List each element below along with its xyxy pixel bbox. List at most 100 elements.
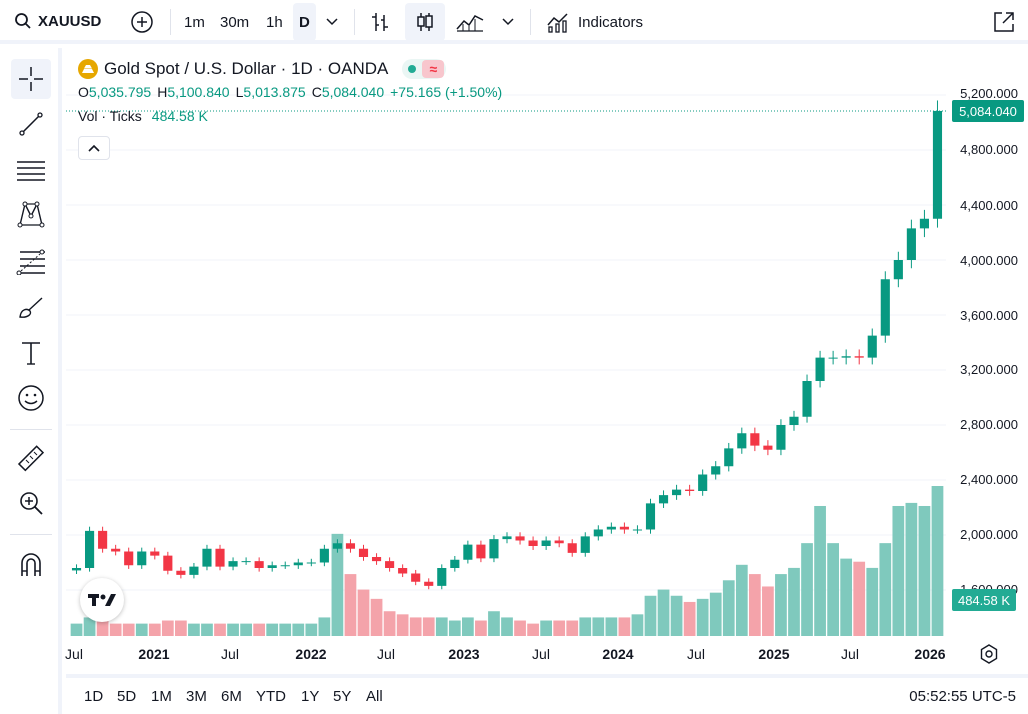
volume-bar: [788, 567, 800, 636]
time-label: Jul: [221, 646, 239, 662]
range-5d[interactable]: 5D: [117, 688, 137, 705]
range-1d[interactable]: 1D: [84, 688, 104, 705]
crosshair-tool[interactable]: [11, 59, 51, 99]
candle: [332, 543, 342, 549]
price-chart[interactable]: [66, 48, 1028, 640]
area-chart-type-button[interactable]: [450, 3, 490, 41]
range-1m[interactable]: 1M: [151, 688, 172, 705]
interval-dropdown-button[interactable]: [318, 3, 346, 41]
candle: [189, 566, 199, 575]
candle: [880, 279, 890, 336]
volume-bar: [644, 595, 657, 636]
candle: [398, 568, 408, 574]
volume-bar: [514, 620, 526, 636]
symbol-search-button[interactable]: XAUUSD: [8, 3, 107, 39]
brush-tool[interactable]: [11, 288, 51, 328]
time-label: 2026: [914, 646, 946, 662]
fib-tool[interactable]: [11, 242, 51, 282]
volume-badge: 484.58 K: [952, 589, 1016, 611]
pattern-tool[interactable]: [11, 194, 51, 234]
trend-line-tool[interactable]: [11, 104, 51, 144]
interval-1h[interactable]: 1h: [266, 13, 283, 31]
candle: [241, 561, 251, 563]
candles-chart-type-button[interactable]: [405, 3, 445, 41]
candle: [124, 551, 134, 566]
interval-30m[interactable]: 30m: [220, 13, 250, 31]
candle: [763, 445, 773, 450]
expand-icon: [994, 12, 1014, 32]
price-scale[interactable]: 5,200.000 4,800.000 4,400.000 4,000.000 …: [946, 48, 1028, 648]
volume-bar: [344, 574, 357, 636]
volume-bar: [566, 620, 579, 636]
indicators-icon: [547, 13, 568, 33]
high-value: 5,100.840: [167, 84, 230, 100]
emoji-tool[interactable]: [11, 378, 51, 418]
time-axis[interactable]: Jul 2021 Jul 2022 Jul 2023 Jul 2024 Jul …: [65, 640, 966, 668]
volume-bar: [409, 617, 422, 636]
chart-pane[interactable]: Gold Spot / U.S. Dollar · 1D · OANDA ≈ O…: [66, 48, 1028, 668]
range-3m[interactable]: 3M: [186, 688, 207, 705]
volume-bar: [696, 598, 709, 636]
time-label: 2023: [448, 646, 480, 662]
measure-tool[interactable]: [11, 439, 51, 479]
add-circle-icon: [131, 11, 153, 33]
candle: [476, 544, 486, 559]
horizontal-lines-tool[interactable]: [11, 150, 51, 190]
candle: [906, 228, 916, 260]
search-icon: [15, 13, 31, 29]
price-label: 4,400.000: [960, 198, 1018, 213]
range-ytd[interactable]: YTD: [256, 688, 286, 705]
interval-d[interactable]: D: [293, 3, 316, 41]
gold-bars-icon: [78, 59, 98, 79]
clock-timezone[interactable]: 05:52:55 UTC-5: [909, 688, 1016, 705]
time-label: 2021: [138, 646, 170, 662]
fullscreen-button[interactable]: [986, 3, 1022, 41]
zoom-in-tool[interactable]: [11, 483, 51, 523]
candle: [789, 416, 799, 425]
range-6m[interactable]: 6M: [221, 688, 242, 705]
candle: [919, 218, 929, 229]
indicators-button[interactable]: Indicators: [538, 3, 651, 41]
text-tool[interactable]: [11, 333, 51, 373]
range-5y[interactable]: 5Y: [333, 688, 352, 705]
volume-bar: [709, 592, 722, 636]
horizontal-lines-icon: [17, 161, 45, 181]
candle: [98, 530, 108, 549]
interval-1m[interactable]: 1m: [184, 13, 205, 31]
collapse-legend-button[interactable]: [78, 136, 110, 160]
volume-bar: [70, 623, 83, 636]
volume-legend: Vol · Ticks 484.58 K: [78, 108, 502, 126]
tradingview-logo[interactable]: [80, 578, 124, 622]
volume-bar: [396, 614, 409, 636]
candle: [502, 536, 512, 540]
candle: [580, 536, 590, 553]
candle: [854, 356, 864, 358]
volume-bar: [122, 623, 135, 636]
magnet-tool[interactable]: [11, 545, 51, 585]
bar-chart-type-button[interactable]: [362, 3, 398, 41]
range-1y[interactable]: 1Y: [301, 688, 320, 705]
candle: [254, 561, 264, 568]
candle: [150, 551, 160, 556]
chart-type-dropdown-button[interactable]: [494, 3, 522, 41]
candle: [867, 335, 877, 358]
chart-settings-button[interactable]: [976, 642, 1002, 666]
range-all[interactable]: All: [366, 688, 383, 705]
compare-symbol-button[interactable]: [126, 3, 158, 41]
volume-bar: [501, 617, 513, 636]
candle: [437, 568, 447, 586]
pattern-icon: [17, 201, 45, 228]
market-status-pill[interactable]: ≈: [402, 59, 447, 79]
candle: [319, 548, 329, 563]
candle: [698, 474, 708, 491]
candle: [215, 548, 225, 567]
candle: [828, 357, 838, 359]
zoom-in-icon: [20, 492, 43, 515]
candle: [541, 540, 551, 546]
candle: [111, 548, 121, 552]
ruler-icon: [17, 445, 45, 472]
toolbar-divider: [530, 9, 531, 35]
candle: [685, 489, 695, 491]
volume-bar: [109, 623, 122, 636]
volume-bar: [279, 623, 292, 636]
